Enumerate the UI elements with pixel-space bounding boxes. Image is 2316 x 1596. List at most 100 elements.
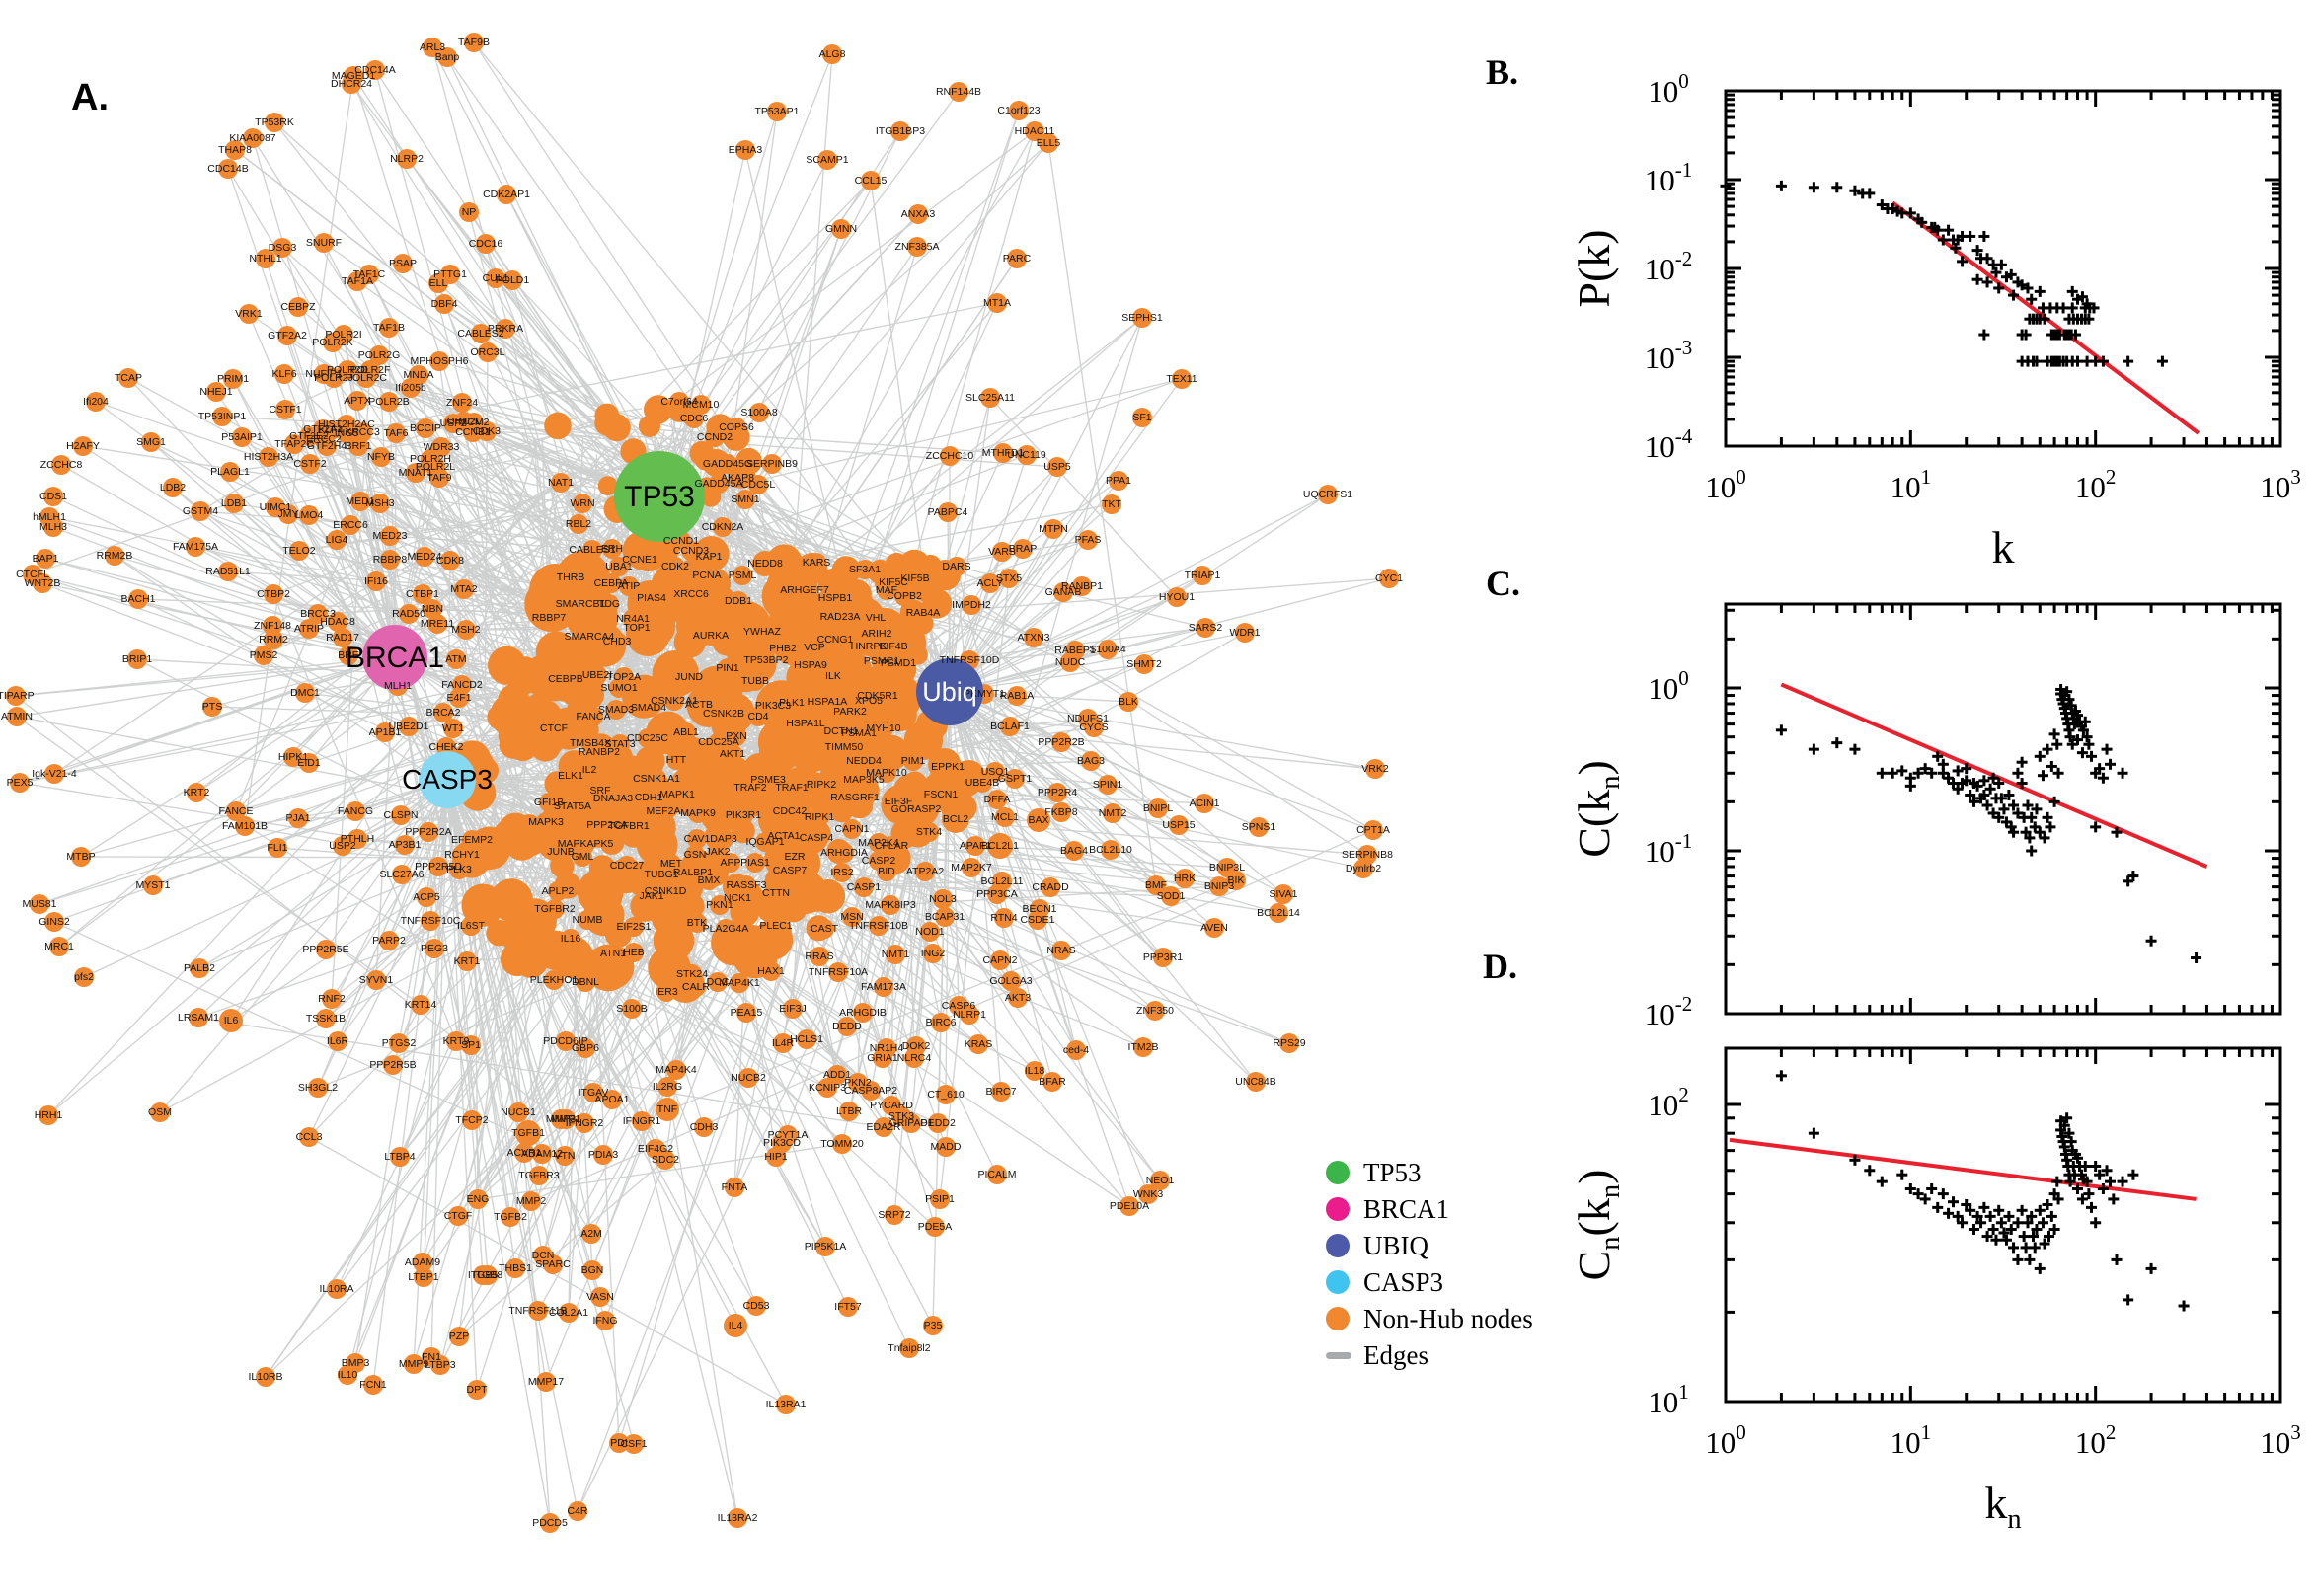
svg-text:NOD1: NOD1 bbox=[915, 926, 944, 938]
svg-text:IL10: IL10 bbox=[338, 1369, 358, 1381]
svg-text:GMNN: GMNN bbox=[825, 223, 857, 235]
svg-text:LTBP4: LTBP4 bbox=[384, 1151, 415, 1163]
svg-text:MTBP: MTBP bbox=[66, 851, 95, 863]
svg-text:TOMM20: TOMM20 bbox=[820, 1138, 864, 1150]
svg-text:SPARC: SPARC bbox=[535, 1258, 571, 1270]
svg-text:PEG3: PEG3 bbox=[421, 943, 448, 954]
svg-text:H2AFY: H2AFY bbox=[66, 440, 100, 452]
svg-text:CCNG1: CCNG1 bbox=[817, 634, 854, 646]
svg-text:TSSK1B: TSSK1B bbox=[306, 1013, 346, 1025]
svg-text:EIF2S1: EIF2S1 bbox=[616, 921, 651, 933]
svg-text:KRT2: KRT2 bbox=[184, 787, 210, 798]
svg-text:APOA1: APOA1 bbox=[594, 1094, 629, 1105]
svg-text:ITGB5: ITGB5 bbox=[468, 1269, 499, 1281]
legend-label: CASP3 bbox=[1363, 1269, 1443, 1296]
svg-text:CDK2AP1: CDK2AP1 bbox=[483, 189, 530, 200]
svg-text:PLA2G4A: PLA2G4A bbox=[703, 923, 749, 935]
svg-text:YWHAZ: YWHAZ bbox=[743, 626, 782, 638]
svg-text:MAP4K4: MAP4K4 bbox=[656, 1064, 697, 1076]
svg-text:PIK3R1: PIK3R1 bbox=[726, 809, 761, 821]
svg-text:TAF9B: TAF9B bbox=[458, 37, 490, 48]
svg-text:TP53INP1: TP53INP1 bbox=[198, 411, 247, 422]
svg-text:PPP2CA: PPP2CA bbox=[586, 819, 627, 831]
svg-text:GSN: GSN bbox=[684, 849, 707, 861]
svg-text:CAPN1: CAPN1 bbox=[834, 823, 869, 835]
svg-text:MNDA: MNDA bbox=[404, 369, 434, 381]
svg-text:SIVA1: SIVA1 bbox=[1270, 888, 1298, 900]
svg-text:ERCC6: ERCC6 bbox=[333, 519, 368, 531]
svg-text:GBP6: GBP6 bbox=[572, 1042, 599, 1054]
svg-text:LMO4: LMO4 bbox=[295, 509, 324, 521]
svg-text:HYOU1: HYOU1 bbox=[1159, 591, 1195, 603]
svg-text:SMAD4: SMAD4 bbox=[631, 702, 666, 714]
svg-text:DHCR24: DHCR24 bbox=[331, 78, 372, 90]
svg-text:ANXA3: ANXA3 bbox=[901, 208, 936, 220]
svg-text:C(kn​): C(kn​) bbox=[1569, 760, 1626, 858]
svg-text:MAPK9: MAPK9 bbox=[680, 807, 716, 819]
svg-text:TIMM50: TIMM50 bbox=[825, 741, 864, 753]
svg-text:MYST1: MYST1 bbox=[135, 879, 170, 891]
svg-text:MCM10: MCM10 bbox=[683, 399, 720, 411]
svg-text:NUDC: NUDC bbox=[1055, 656, 1086, 668]
svg-text:CCND1: CCND1 bbox=[663, 535, 699, 547]
svg-text:MAP4K1: MAP4K1 bbox=[719, 977, 760, 989]
svg-text:GADD45A: GADD45A bbox=[694, 478, 742, 490]
svg-text:MMP2: MMP2 bbox=[516, 1195, 546, 1207]
ubiq-dot-icon bbox=[1326, 1234, 1350, 1257]
svg-text:CPT1A: CPT1A bbox=[1356, 824, 1390, 836]
svg-text:RAB4A: RAB4A bbox=[906, 607, 940, 619]
svg-text:KIAA0087: KIAA0087 bbox=[229, 132, 275, 144]
svg-text:SPIN1: SPIN1 bbox=[1093, 779, 1123, 791]
svg-text:DPT: DPT bbox=[467, 1384, 489, 1396]
svg-text:E4F1: E4F1 bbox=[446, 692, 471, 704]
svg-text:NEO1: NEO1 bbox=[1146, 1175, 1175, 1186]
svg-text:SERPINB8: SERPINB8 bbox=[1342, 849, 1393, 861]
svg-text:JUNB: JUNB bbox=[547, 846, 574, 858]
svg-text:RNF2: RNF2 bbox=[318, 993, 346, 1005]
svg-text:COL2A1: COL2A1 bbox=[549, 1307, 588, 1319]
svg-text:HIST2H3A: HIST2H3A bbox=[244, 451, 293, 463]
svg-text:CYCS: CYCS bbox=[1079, 722, 1108, 733]
svg-text:PZP: PZP bbox=[449, 1330, 469, 1342]
svg-text:CEBPB: CEBPB bbox=[548, 673, 583, 685]
svg-text:THBS1: THBS1 bbox=[499, 1262, 532, 1274]
edge-line-icon bbox=[1326, 1352, 1351, 1359]
svg-text:PDE5A: PDE5A bbox=[918, 1221, 952, 1233]
svg-text:PMS2: PMS2 bbox=[250, 649, 278, 661]
svg-text:CDK8: CDK8 bbox=[436, 555, 464, 567]
svg-text:CDC6: CDC6 bbox=[680, 413, 709, 424]
svg-text:CASP4: CASP4 bbox=[800, 832, 834, 844]
svg-text:102: 102 bbox=[2075, 465, 2117, 504]
svg-text:BNIP3L: BNIP3L bbox=[1209, 862, 1245, 874]
svg-text:BNIP3: BNIP3 bbox=[1204, 880, 1235, 892]
svg-text:10-2: 10-2 bbox=[1645, 992, 1693, 1031]
svg-text:ACIN1: ACIN1 bbox=[1190, 798, 1220, 809]
svg-text:ATXN3: ATXN3 bbox=[1017, 632, 1049, 644]
svg-text:PDCD5: PDCD5 bbox=[532, 1517, 568, 1529]
svg-text:ILK: ILK bbox=[825, 670, 841, 682]
svg-text:LRSAM1: LRSAM1 bbox=[178, 1012, 219, 1024]
svg-text:ENG: ENG bbox=[467, 1193, 490, 1205]
svg-text:PJA1: PJA1 bbox=[285, 812, 310, 824]
svg-text:FKBP8: FKBP8 bbox=[1044, 806, 1077, 818]
svg-text:10-4: 10-4 bbox=[1645, 424, 1693, 464]
svg-text:PCNA: PCNA bbox=[692, 570, 721, 581]
svg-text:SNURF: SNURF bbox=[306, 237, 342, 249]
svg-text:MCL1: MCL1 bbox=[991, 811, 1019, 823]
svg-text:PARK2: PARK2 bbox=[833, 706, 867, 718]
svg-text:PPA1: PPA1 bbox=[1106, 475, 1131, 487]
svg-text:EFEMP2: EFEMP2 bbox=[451, 834, 493, 846]
svg-text:TELO2: TELO2 bbox=[282, 545, 315, 557]
svg-text:CDC25A: CDC25A bbox=[698, 736, 738, 748]
svg-text:BMX: BMX bbox=[698, 874, 721, 886]
svg-text:BRCA1: BRCA1 bbox=[346, 642, 444, 674]
svg-text:USP5: USP5 bbox=[1043, 461, 1071, 473]
svg-text:FN1: FN1 bbox=[422, 1351, 441, 1363]
svg-text:GTF2H4: GTF2H4 bbox=[307, 440, 347, 452]
svg-text:KRAS: KRAS bbox=[965, 1038, 993, 1050]
svg-text:KLF6: KLF6 bbox=[271, 368, 296, 380]
svg-text:TGFB1: TGFB1 bbox=[511, 1127, 545, 1139]
svg-text:RRM2B: RRM2B bbox=[97, 550, 133, 562]
svg-text:USP2: USP2 bbox=[329, 840, 356, 852]
svg-text:MLH3: MLH3 bbox=[39, 521, 67, 533]
